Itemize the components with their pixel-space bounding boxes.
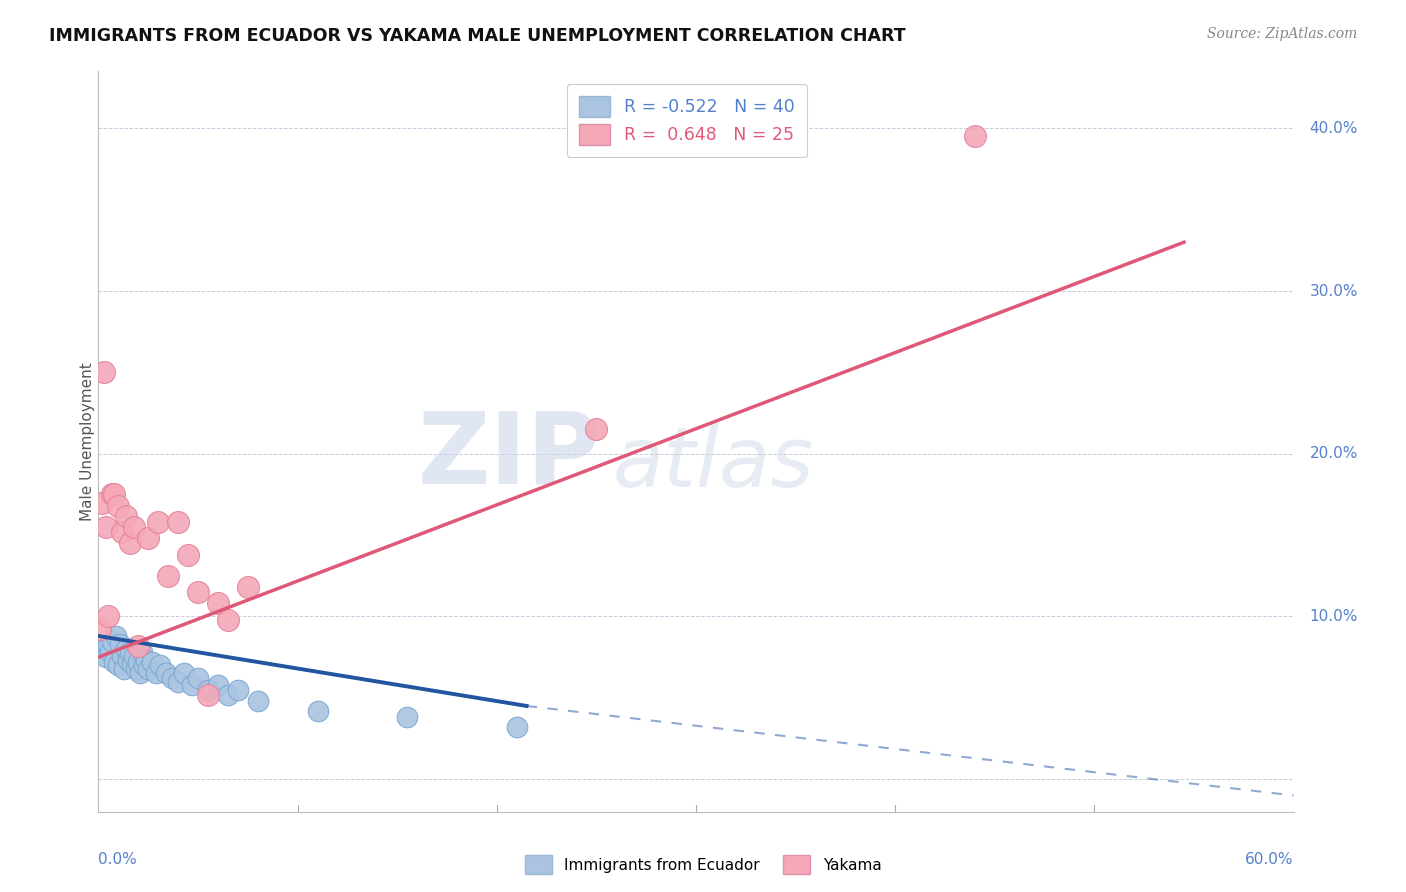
Point bbox=[91, 642, 114, 657]
Point bbox=[207, 678, 229, 692]
Point bbox=[226, 682, 249, 697]
Point bbox=[217, 613, 239, 627]
Point bbox=[506, 720, 529, 734]
Point bbox=[187, 585, 209, 599]
Point bbox=[197, 688, 219, 702]
Point bbox=[157, 568, 180, 582]
Point bbox=[207, 597, 229, 611]
Point bbox=[96, 650, 118, 665]
Text: 60.0%: 60.0% bbox=[1246, 853, 1294, 867]
Point bbox=[167, 515, 190, 529]
Point bbox=[136, 661, 159, 675]
Text: ZIP: ZIP bbox=[418, 408, 600, 505]
Point bbox=[963, 129, 986, 144]
Point bbox=[105, 629, 128, 643]
Text: 20.0%: 20.0% bbox=[1309, 446, 1358, 461]
Point bbox=[124, 520, 146, 534]
Point bbox=[236, 580, 259, 594]
Point bbox=[110, 637, 132, 651]
Legend: Immigrants from Ecuador, Yakama: Immigrants from Ecuador, Yakama bbox=[519, 849, 887, 880]
Point bbox=[131, 645, 153, 659]
Point bbox=[396, 710, 419, 724]
Point bbox=[127, 639, 149, 653]
Point bbox=[111, 648, 134, 663]
Point bbox=[120, 645, 142, 659]
Point bbox=[98, 645, 122, 659]
Text: 10.0%: 10.0% bbox=[1309, 609, 1358, 624]
Point bbox=[124, 650, 146, 665]
Point bbox=[135, 653, 157, 667]
Point bbox=[217, 688, 239, 702]
Point bbox=[111, 524, 134, 539]
Point bbox=[181, 678, 204, 692]
Point bbox=[103, 487, 125, 501]
Point bbox=[145, 666, 167, 681]
Point bbox=[91, 495, 114, 509]
Text: IMMIGRANTS FROM ECUADOR VS YAKAMA MALE UNEMPLOYMENT CORRELATION CHART: IMMIGRANTS FROM ECUADOR VS YAKAMA MALE U… bbox=[49, 27, 905, 45]
Point bbox=[107, 499, 129, 513]
Point bbox=[173, 666, 195, 681]
Point bbox=[107, 658, 129, 673]
Point bbox=[97, 609, 120, 624]
Point bbox=[149, 658, 172, 673]
Point bbox=[129, 666, 152, 681]
Point bbox=[93, 365, 115, 379]
Point bbox=[112, 661, 135, 675]
Point bbox=[585, 422, 607, 436]
Point bbox=[134, 658, 156, 673]
Y-axis label: Male Unemployment: Male Unemployment bbox=[80, 362, 94, 521]
Point bbox=[136, 532, 159, 546]
Point bbox=[89, 623, 111, 637]
Point bbox=[307, 704, 329, 718]
Point bbox=[155, 666, 177, 681]
Point bbox=[121, 657, 143, 671]
Text: 0.0%: 0.0% bbox=[98, 853, 138, 867]
Point bbox=[97, 639, 120, 653]
Point bbox=[127, 655, 149, 669]
Point bbox=[103, 655, 125, 669]
Point bbox=[120, 536, 142, 550]
Point bbox=[141, 655, 163, 669]
Point bbox=[177, 548, 200, 562]
Point bbox=[96, 520, 118, 534]
Point bbox=[148, 515, 170, 529]
Point bbox=[115, 642, 138, 657]
Text: Source: ZipAtlas.com: Source: ZipAtlas.com bbox=[1206, 27, 1357, 41]
Point bbox=[167, 674, 190, 689]
Point bbox=[117, 653, 139, 667]
Point bbox=[160, 671, 183, 685]
Legend: R = -0.522   N = 40, R =  0.648   N = 25: R = -0.522 N = 40, R = 0.648 N = 25 bbox=[567, 84, 807, 157]
Text: 30.0%: 30.0% bbox=[1309, 284, 1358, 299]
Point bbox=[115, 508, 138, 523]
Text: 40.0%: 40.0% bbox=[1309, 120, 1358, 136]
Point bbox=[101, 487, 124, 501]
Point bbox=[197, 682, 219, 697]
Point bbox=[246, 694, 269, 708]
Point bbox=[187, 671, 209, 685]
Text: atlas: atlas bbox=[613, 423, 814, 504]
Point bbox=[101, 633, 124, 648]
Point bbox=[125, 661, 148, 675]
